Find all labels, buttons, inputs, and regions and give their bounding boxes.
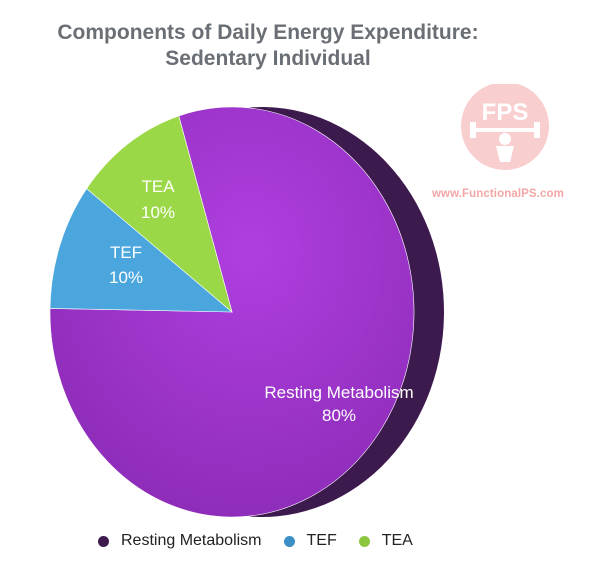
legend-dot-icon — [358, 535, 370, 547]
slice-value-resting-metabolism: 80% — [322, 406, 356, 425]
fps-logo: FPS — [430, 82, 590, 204]
legend-label: TEF — [306, 532, 337, 549]
pie-slice-tea — [86, 115, 233, 313]
chart-legend: Resting Metabolism TEF TEA — [98, 532, 435, 550]
slice-label-tef: TEF — [110, 243, 142, 262]
fps-logo-text: FPS — [482, 99, 529, 126]
legend-dot-icon — [98, 535, 109, 547]
chart-title-line-2: Sedentary Individual — [165, 47, 371, 70]
fps-logo-icon: FPS — [461, 82, 549, 170]
chart-title: Components of Daily Energy Expenditure: … — [0, 20, 536, 72]
legend-item-tea: TEA — [358, 532, 413, 550]
slice-value-tef: 10% — [109, 268, 143, 287]
legend-item-resting-metabolism: Resting Metabolism — [98, 532, 262, 550]
legend-label: Resting Metabolism — [121, 532, 262, 549]
legend-item-tef: TEF — [283, 532, 337, 550]
slice-value-tea: 10% — [141, 203, 175, 222]
watermark-url: www.FunctionalPS.com — [432, 188, 564, 200]
pie-slice-tef — [49, 188, 233, 313]
legend-dot-icon — [283, 535, 295, 547]
slice-label-tea: TEA — [141, 177, 175, 196]
legend-label: TEA — [381, 532, 413, 549]
slice-label-resting-metabolism: Resting Metabolism — [264, 383, 413, 402]
chart-title-line-1: Components of Daily Energy Expenditure: — [57, 21, 479, 44]
